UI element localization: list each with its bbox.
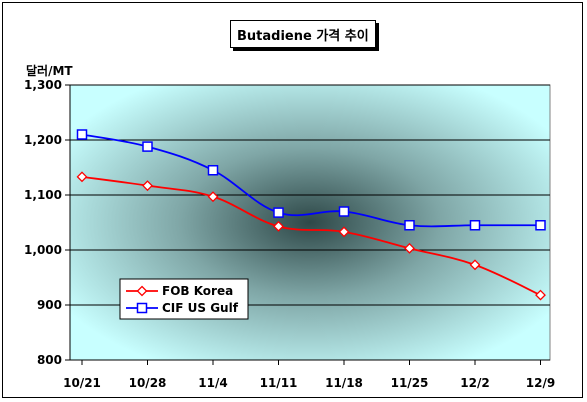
legend-item: CIF US Gulf bbox=[126, 301, 239, 315]
series-layer bbox=[76, 129, 546, 301]
x-tick-label: 11/25 bbox=[391, 376, 429, 390]
data-point bbox=[273, 220, 284, 232]
data-point bbox=[76, 129, 88, 140]
x-tick-label: 11/11 bbox=[260, 376, 298, 390]
series-cif-us-gulf bbox=[76, 129, 546, 231]
data-point bbox=[76, 171, 88, 183]
y-tick-label: 1,300 bbox=[24, 78, 62, 92]
y-tick-label: 800 bbox=[37, 353, 62, 367]
data-point bbox=[469, 259, 481, 271]
data-point bbox=[469, 220, 481, 231]
axes: 800 900 1,000 1,100 1,200 1,300 10/21 10/28 11/4… bbox=[24, 78, 555, 390]
data-point bbox=[404, 242, 415, 254]
data-point bbox=[207, 191, 219, 203]
x-tick-label: 11/4 bbox=[198, 376, 227, 390]
x-tick-label: 12/9 bbox=[526, 376, 555, 390]
data-point bbox=[338, 206, 350, 217]
legend-item: FOB Korea bbox=[126, 284, 233, 298]
legend-label: CIF US Gulf bbox=[162, 301, 239, 315]
data-point bbox=[142, 141, 153, 152]
data-point bbox=[404, 220, 415, 231]
y-tick-label: 1,000 bbox=[24, 243, 62, 257]
chart-title: Butadiene 가격 추이 bbox=[230, 20, 376, 48]
x-tick-label: 10/21 bbox=[63, 376, 101, 390]
y-tick-label: 1,200 bbox=[24, 133, 62, 147]
data-point bbox=[273, 207, 284, 218]
y-tick-label: 900 bbox=[37, 298, 62, 312]
data-point bbox=[136, 302, 148, 314]
data-point bbox=[535, 220, 546, 231]
series-line bbox=[81, 175, 541, 296]
legend: FOB Korea CIF US Gulf bbox=[119, 278, 249, 320]
data-point bbox=[207, 165, 219, 176]
x-tick-label: 11/18 bbox=[325, 376, 363, 390]
series-fob-korea bbox=[76, 171, 546, 301]
y-axis-unit-label: 달러/MT bbox=[26, 64, 73, 78]
data-point bbox=[136, 285, 148, 297]
x-tick-label: 12/2 bbox=[460, 376, 489, 390]
y-tick-label: 1,100 bbox=[24, 188, 62, 202]
x-tick-label: 10/28 bbox=[129, 376, 167, 390]
legend-label: FOB Korea bbox=[162, 284, 233, 298]
data-point bbox=[338, 226, 350, 238]
data-point bbox=[142, 180, 153, 192]
data-point bbox=[535, 289, 546, 301]
series-line bbox=[81, 133, 541, 228]
